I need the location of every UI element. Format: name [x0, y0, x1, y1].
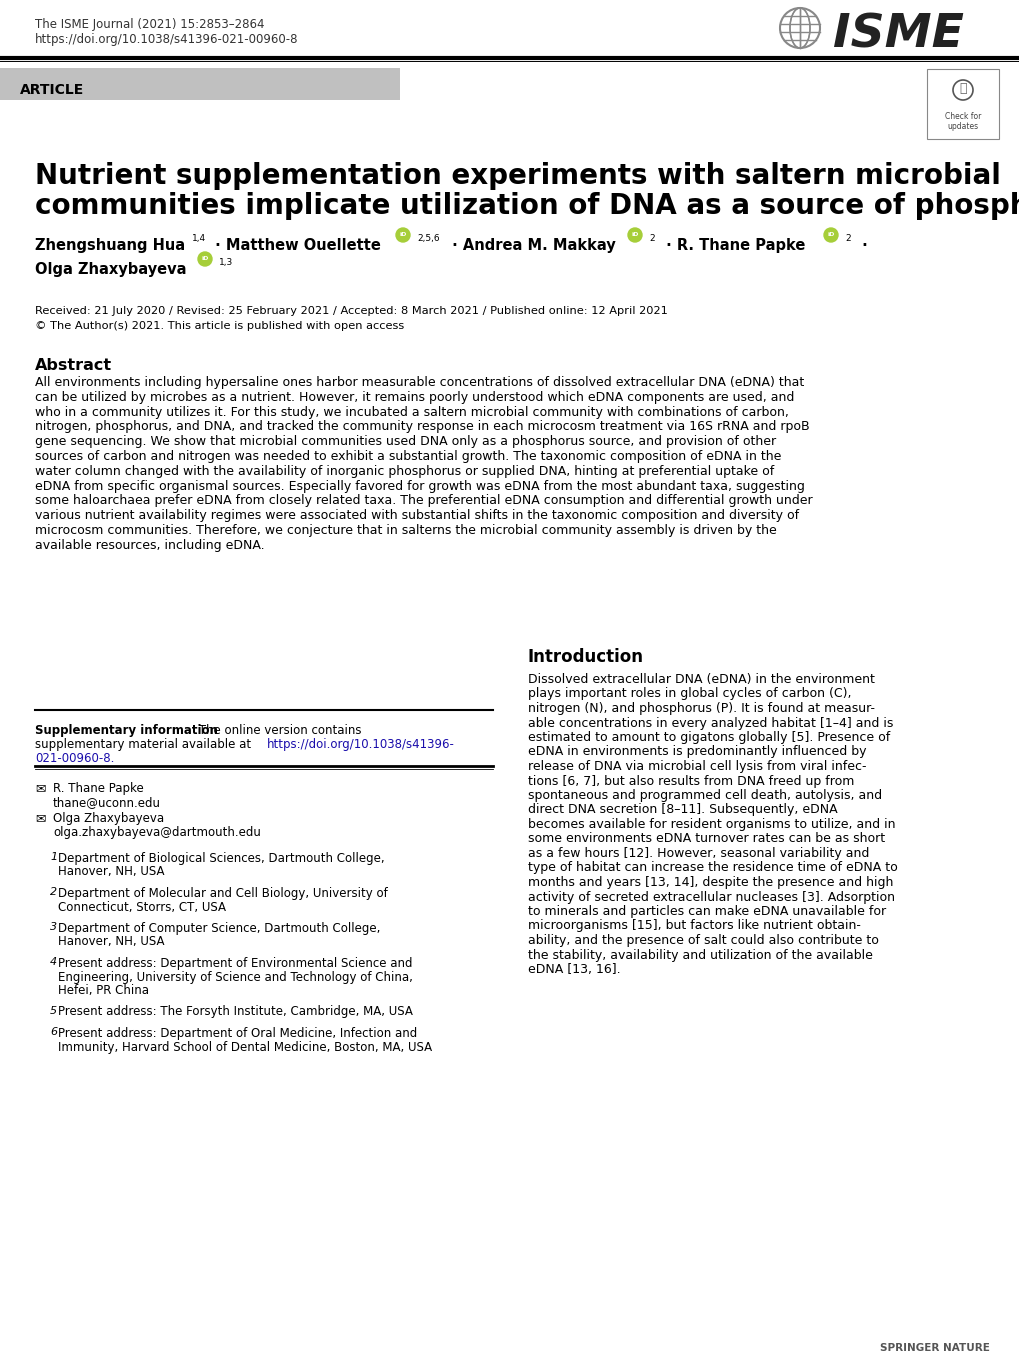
Text: Received: 21 July 2020 / Revised: 25 February 2021 / Accepted: 8 March 2021 / Pu: Received: 21 July 2020 / Revised: 25 Feb… [35, 306, 667, 316]
Text: tions [6, 7], but also results from DNA freed up from: tions [6, 7], but also results from DNA … [528, 775, 854, 787]
Text: 021-00960-8.: 021-00960-8. [35, 752, 114, 766]
Circle shape [395, 228, 410, 243]
Text: iD: iD [201, 256, 209, 262]
Circle shape [823, 228, 838, 243]
Text: The online version contains: The online version contains [195, 724, 361, 737]
Text: 5: 5 [50, 1005, 57, 1015]
Text: 2: 2 [50, 888, 57, 897]
Text: Introduction: Introduction [528, 648, 643, 667]
Text: Department of Biological Sciences, Dartmouth College,: Department of Biological Sciences, Dartm… [58, 852, 384, 864]
Text: release of DNA via microbial cell lysis from viral infec-: release of DNA via microbial cell lysis … [528, 760, 866, 772]
Text: nitrogen (N), and phosphorus (P). It is found at measur-: nitrogen (N), and phosphorus (P). It is … [528, 702, 874, 715]
Text: Dissolved extracellular DNA (eDNA) in the environment: Dissolved extracellular DNA (eDNA) in th… [528, 673, 874, 686]
Text: various nutrient availability regimes were associated with substantial shifts in: various nutrient availability regimes we… [35, 509, 798, 522]
Text: iD: iD [826, 233, 834, 237]
Text: Immunity, Harvard School of Dental Medicine, Boston, MA, USA: Immunity, Harvard School of Dental Medic… [58, 1041, 432, 1053]
Text: plays important roles in global cycles of carbon (C),: plays important roles in global cycles o… [528, 687, 851, 701]
Text: ✉: ✉ [35, 782, 46, 795]
Text: ARTICLE: ARTICLE [20, 83, 85, 98]
FancyBboxPatch shape [0, 68, 399, 100]
Text: SPRINGER NATURE: SPRINGER NATURE [879, 1343, 989, 1354]
Text: can be utilized by microbes as a nutrient. However, it remains poorly understood: can be utilized by microbes as a nutrien… [35, 390, 794, 404]
Text: direct DNA secretion [8–11]. Subsequently, eDNA: direct DNA secretion [8–11]. Subsequentl… [528, 804, 837, 817]
Text: Supplementary information: Supplementary information [35, 724, 218, 737]
Text: updates: updates [947, 122, 977, 131]
Text: 1,3: 1,3 [219, 257, 233, 267]
Text: Nutrient supplementation experiments with saltern microbial: Nutrient supplementation experiments wit… [35, 163, 1000, 190]
Circle shape [198, 252, 212, 266]
Text: 2: 2 [648, 234, 654, 243]
Text: microcosm communities. Therefore, we conjecture that in salterns the microbial c: microcosm communities. Therefore, we con… [35, 524, 776, 537]
Text: supplementary material available at: supplementary material available at [35, 738, 255, 751]
Text: 4: 4 [50, 957, 57, 967]
Text: estimated to amount to gigatons globally [5]. Presence of: estimated to amount to gigatons globally… [528, 730, 890, 744]
Text: thane@uconn.edu: thane@uconn.edu [53, 795, 161, 809]
Text: eDNA [13, 16].: eDNA [13, 16]. [528, 963, 620, 976]
Text: eDNA in environments is predominantly influenced by: eDNA in environments is predominantly in… [528, 745, 866, 759]
Text: nitrogen, phosphorus, and DNA, and tracked the community response in each microc: nitrogen, phosphorus, and DNA, and track… [35, 420, 809, 434]
Text: 6: 6 [50, 1027, 57, 1037]
Text: Engineering, University of Science and Technology of China,: Engineering, University of Science and T… [58, 970, 413, 984]
Text: 2: 2 [844, 234, 850, 243]
Text: Olga Zhaxybayeva: Olga Zhaxybayeva [35, 262, 192, 276]
Text: The ISME Journal (2021) 15:2853–2864: The ISME Journal (2021) 15:2853–2864 [35, 18, 264, 31]
Text: Zhengshuang Hua: Zhengshuang Hua [35, 238, 184, 253]
Text: ability, and the presence of salt could also contribute to: ability, and the presence of salt could … [528, 934, 878, 947]
Text: https://doi.org/10.1038/s41396-: https://doi.org/10.1038/s41396- [267, 738, 454, 751]
Text: Abstract: Abstract [35, 358, 112, 373]
Text: 3: 3 [50, 921, 57, 932]
Text: 2,5,6: 2,5,6 [417, 234, 439, 243]
Text: becomes available for resident organisms to utilize, and in: becomes available for resident organisms… [528, 818, 895, 831]
Text: water column changed with the availability of inorganic phosphorus or supplied D: water column changed with the availabili… [35, 465, 773, 478]
Text: ✉: ✉ [35, 812, 46, 825]
Text: https://doi.org/10.1038/s41396-021-00960-8: https://doi.org/10.1038/s41396-021-00960… [35, 33, 299, 46]
Text: iD: iD [398, 233, 407, 237]
Text: some haloarchaea prefer eDNA from closely related taxa. The preferential eDNA co: some haloarchaea prefer eDNA from closel… [35, 495, 812, 507]
Text: Present address: The Forsyth Institute, Cambridge, MA, USA: Present address: The Forsyth Institute, … [58, 1005, 413, 1019]
Circle shape [628, 228, 641, 243]
Text: who in a community utilizes it. For this study, we incubated a saltern microbial: who in a community utilizes it. For this… [35, 405, 788, 419]
Text: iD: iD [631, 233, 638, 237]
Text: to minerals and particles can make eDNA unavailable for: to minerals and particles can make eDNA … [528, 905, 886, 917]
Text: able concentrations in every analyzed habitat [1–4] and is: able concentrations in every analyzed ha… [528, 717, 893, 729]
Text: · Matthew Ouellette: · Matthew Ouellette [210, 238, 385, 253]
Text: ISME: ISME [833, 12, 963, 57]
Text: Present address: Department of Oral Medicine, Infection and: Present address: Department of Oral Medi… [58, 1027, 417, 1041]
Text: · R. Thane Papke: · R. Thane Papke [660, 238, 810, 253]
Text: eDNA from specific organismal sources. Especially favored for growth was eDNA fr: eDNA from specific organismal sources. E… [35, 480, 804, 493]
Text: R. Thane Papke: R. Thane Papke [53, 782, 144, 795]
Text: Olga Zhaxybayeva: Olga Zhaxybayeva [53, 812, 164, 825]
Text: olga.zhaxybayeva@dartmouth.edu: olga.zhaxybayeva@dartmouth.edu [53, 827, 261, 839]
Text: Hanover, NH, USA: Hanover, NH, USA [58, 866, 164, 878]
Text: microorganisms [15], but factors like nutrient obtain-: microorganisms [15], but factors like nu… [528, 920, 860, 932]
Text: All environments including hypersaline ones harbor measurable concentrations of : All environments including hypersaline o… [35, 375, 803, 389]
Text: · Andrea M. Makkay: · Andrea M. Makkay [446, 238, 621, 253]
Text: gene sequencing. We show that microbial communities used DNA only as a phosphoru: gene sequencing. We show that microbial … [35, 435, 775, 449]
Text: Check for: Check for [944, 112, 980, 121]
Text: activity of secreted extracellular nucleases [3]. Adsorption: activity of secreted extracellular nucle… [528, 890, 894, 904]
Text: ·: · [856, 238, 867, 253]
Text: sources of carbon and nitrogen was needed to exhibit a substantial growth. The t: sources of carbon and nitrogen was neede… [35, 450, 781, 463]
Text: Ⓜ: Ⓜ [958, 83, 966, 95]
Text: some environments eDNA turnover rates can be as short: some environments eDNA turnover rates ca… [528, 832, 884, 846]
Text: the stability, availability and utilization of the available: the stability, availability and utilizat… [528, 948, 872, 962]
Text: © The Author(s) 2021. This article is published with open access: © The Author(s) 2021. This article is pu… [35, 321, 404, 331]
Text: available resources, including eDNA.: available resources, including eDNA. [35, 539, 264, 551]
Text: Department of Molecular and Cell Biology, University of: Department of Molecular and Cell Biology… [58, 888, 387, 900]
Text: communities implicate utilization of DNA as a source of phosphorus: communities implicate utilization of DNA… [35, 192, 1019, 220]
FancyBboxPatch shape [926, 69, 998, 140]
Text: Hanover, NH, USA: Hanover, NH, USA [58, 935, 164, 948]
Text: Department of Computer Science, Dartmouth College,: Department of Computer Science, Dartmout… [58, 921, 380, 935]
Text: type of habitat can increase the residence time of eDNA to: type of habitat can increase the residen… [528, 862, 897, 874]
Text: 1: 1 [50, 852, 57, 862]
Text: Connecticut, Storrs, CT, USA: Connecticut, Storrs, CT, USA [58, 901, 226, 913]
Text: Present address: Department of Environmental Science and: Present address: Department of Environme… [58, 957, 412, 970]
Text: 1,4: 1,4 [192, 234, 206, 243]
Text: months and years [13, 14], despite the presence and high: months and years [13, 14], despite the p… [528, 875, 893, 889]
Text: spontaneous and programmed cell death, autolysis, and: spontaneous and programmed cell death, a… [528, 789, 881, 802]
Text: as a few hours [12]. However, seasonal variability and: as a few hours [12]. However, seasonal v… [528, 847, 868, 860]
Text: Hefei, PR China: Hefei, PR China [58, 984, 149, 997]
